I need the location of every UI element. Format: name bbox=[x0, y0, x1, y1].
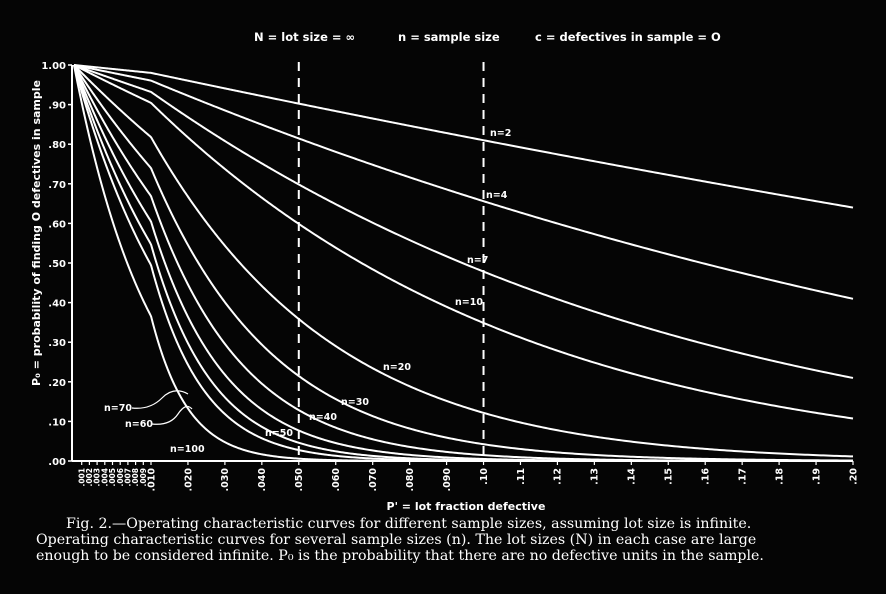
curve-n=20 bbox=[73, 64, 854, 458]
curve-label-n=7: n=7 bbox=[467, 255, 488, 266]
x-tick-label-.005: .005 bbox=[108, 468, 117, 487]
curve-n=4 bbox=[73, 64, 854, 300]
curve-label-n=50: n=50 bbox=[265, 428, 293, 439]
x-tick-label-.060: .060 bbox=[331, 468, 342, 492]
x-tick-label-.050: .050 bbox=[294, 468, 305, 492]
sample-size-note: n = sample size bbox=[398, 30, 500, 44]
curve-n=100 bbox=[73, 64, 853, 462]
curve-n=10 bbox=[73, 64, 854, 420]
x-tick-label-.20: .20 bbox=[848, 468, 859, 485]
x-tick-label-.010: .010 bbox=[146, 468, 157, 492]
curve-label-n=40: n=40 bbox=[309, 412, 337, 423]
y-tick-label-.30: .30 bbox=[48, 338, 66, 349]
curve-label-n=2: n=2 bbox=[490, 128, 511, 139]
y-tick-label-.10: .10 bbox=[48, 417, 66, 428]
curve-label-n=30: n=30 bbox=[341, 397, 369, 408]
x-tick-label-.040: .040 bbox=[257, 468, 268, 492]
x-tick-label-.10: .10 bbox=[479, 468, 490, 485]
leader-n60 bbox=[151, 405, 193, 425]
curve-label-n=4: n=4 bbox=[486, 190, 508, 201]
y-tick-label-.50: .50 bbox=[48, 259, 66, 270]
curve-label-n=20: n=20 bbox=[383, 362, 411, 373]
x-tick-label-.17: .17 bbox=[738, 468, 749, 485]
curve-label-n=10: n=10 bbox=[455, 297, 483, 308]
x-tick-label-.002: .002 bbox=[85, 468, 94, 487]
axes: .00.10.20.30.40.50.60.70.80.901.00.001.0… bbox=[41, 61, 859, 491]
x-tick-label-.11: .11 bbox=[516, 468, 527, 485]
curve-label-n=60: n=60 bbox=[125, 419, 153, 430]
x-tick-label-.020: .020 bbox=[183, 468, 194, 492]
oc-curves bbox=[73, 64, 854, 462]
x-tick-label-.070: .070 bbox=[368, 468, 379, 492]
y-tick-label-.90: .90 bbox=[48, 101, 66, 112]
curve-n=7 bbox=[73, 64, 854, 379]
curve-label-n=100: n=100 bbox=[170, 444, 205, 455]
x-tick-label-.12: .12 bbox=[553, 468, 564, 485]
x-tick-label-.13: .13 bbox=[590, 468, 601, 485]
x-tick-label-.009: .009 bbox=[139, 468, 148, 487]
y-tick-label-.20: .20 bbox=[48, 378, 66, 389]
x-tick-label-.030: .030 bbox=[220, 468, 231, 492]
x-tick-label-.19: .19 bbox=[811, 468, 822, 485]
y-tick-label-.70: .70 bbox=[48, 180, 66, 191]
caption-line-3: enough to be considered infinite. P₀ is … bbox=[36, 548, 764, 564]
curve-n=2 bbox=[73, 64, 854, 209]
x-tick-label-.090: .090 bbox=[442, 468, 453, 492]
x-tick-label-.004: .004 bbox=[100, 468, 109, 487]
x-tick-label-.001: .001 bbox=[77, 468, 86, 487]
label-leaders bbox=[131, 390, 193, 425]
y-tick-label-.80: .80 bbox=[48, 140, 66, 151]
x-axis-label: P' = lot fraction defective bbox=[387, 500, 546, 513]
curve-n=30 bbox=[73, 64, 854, 462]
x-tick-label-.007: .007 bbox=[124, 468, 133, 487]
y-axis-label: P₀ = probability of finding O defectives… bbox=[30, 80, 43, 386]
curve-label-n=70: n=70 bbox=[104, 403, 132, 414]
y-tick-label-.40: .40 bbox=[48, 299, 66, 310]
x-tick-label-.14: .14 bbox=[627, 468, 638, 485]
y-tick-label-.60: .60 bbox=[48, 219, 66, 230]
x-tick-label-.006: .006 bbox=[116, 468, 125, 487]
x-tick-label-.080: .080 bbox=[405, 468, 416, 492]
y-tick-label-1.00: 1.00 bbox=[41, 61, 66, 72]
x-tick-label-.008: .008 bbox=[131, 468, 140, 487]
caption-line-1: Fig. 2.—Operating characteristic curves … bbox=[66, 516, 752, 532]
y-tick-label-.00: .00 bbox=[48, 457, 66, 468]
figure-caption: Fig. 2.—Operating characteristic curves … bbox=[36, 516, 876, 564]
x-tick-label-.18: .18 bbox=[774, 468, 785, 485]
leader-n70 bbox=[131, 390, 189, 409]
defectives-note: c = defectives in sample = O bbox=[535, 30, 721, 44]
reference-lines bbox=[297, 62, 485, 461]
x-tick-label-.15: .15 bbox=[664, 468, 675, 485]
x-tick-label-.003: .003 bbox=[93, 468, 102, 487]
caption-line-2: Operating characteristic curves for seve… bbox=[36, 532, 757, 548]
x-tick-label-.16: .16 bbox=[701, 468, 712, 485]
curve-labels: n=2 n=4 n=7 n=10 n=20 n=30 n=40 n=50 n=60 n=70 n=1… bbox=[104, 128, 511, 455]
lot-size-note: N = lot size = ∞ bbox=[254, 30, 355, 44]
